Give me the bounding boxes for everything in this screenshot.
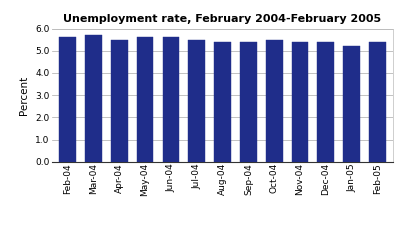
Bar — [369, 42, 386, 162]
Bar — [214, 42, 231, 162]
Bar — [111, 40, 128, 162]
Bar — [162, 37, 179, 162]
Bar — [343, 46, 360, 162]
Bar — [240, 42, 257, 162]
Bar — [266, 40, 283, 162]
Bar — [292, 42, 308, 162]
Bar — [59, 37, 76, 162]
Y-axis label: Percent: Percent — [19, 76, 29, 115]
Title: Unemployment rate, February 2004-February 2005: Unemployment rate, February 2004-Februar… — [63, 14, 382, 24]
Bar — [85, 35, 102, 162]
Bar — [318, 42, 334, 162]
Bar — [137, 37, 154, 162]
Bar — [188, 40, 205, 162]
